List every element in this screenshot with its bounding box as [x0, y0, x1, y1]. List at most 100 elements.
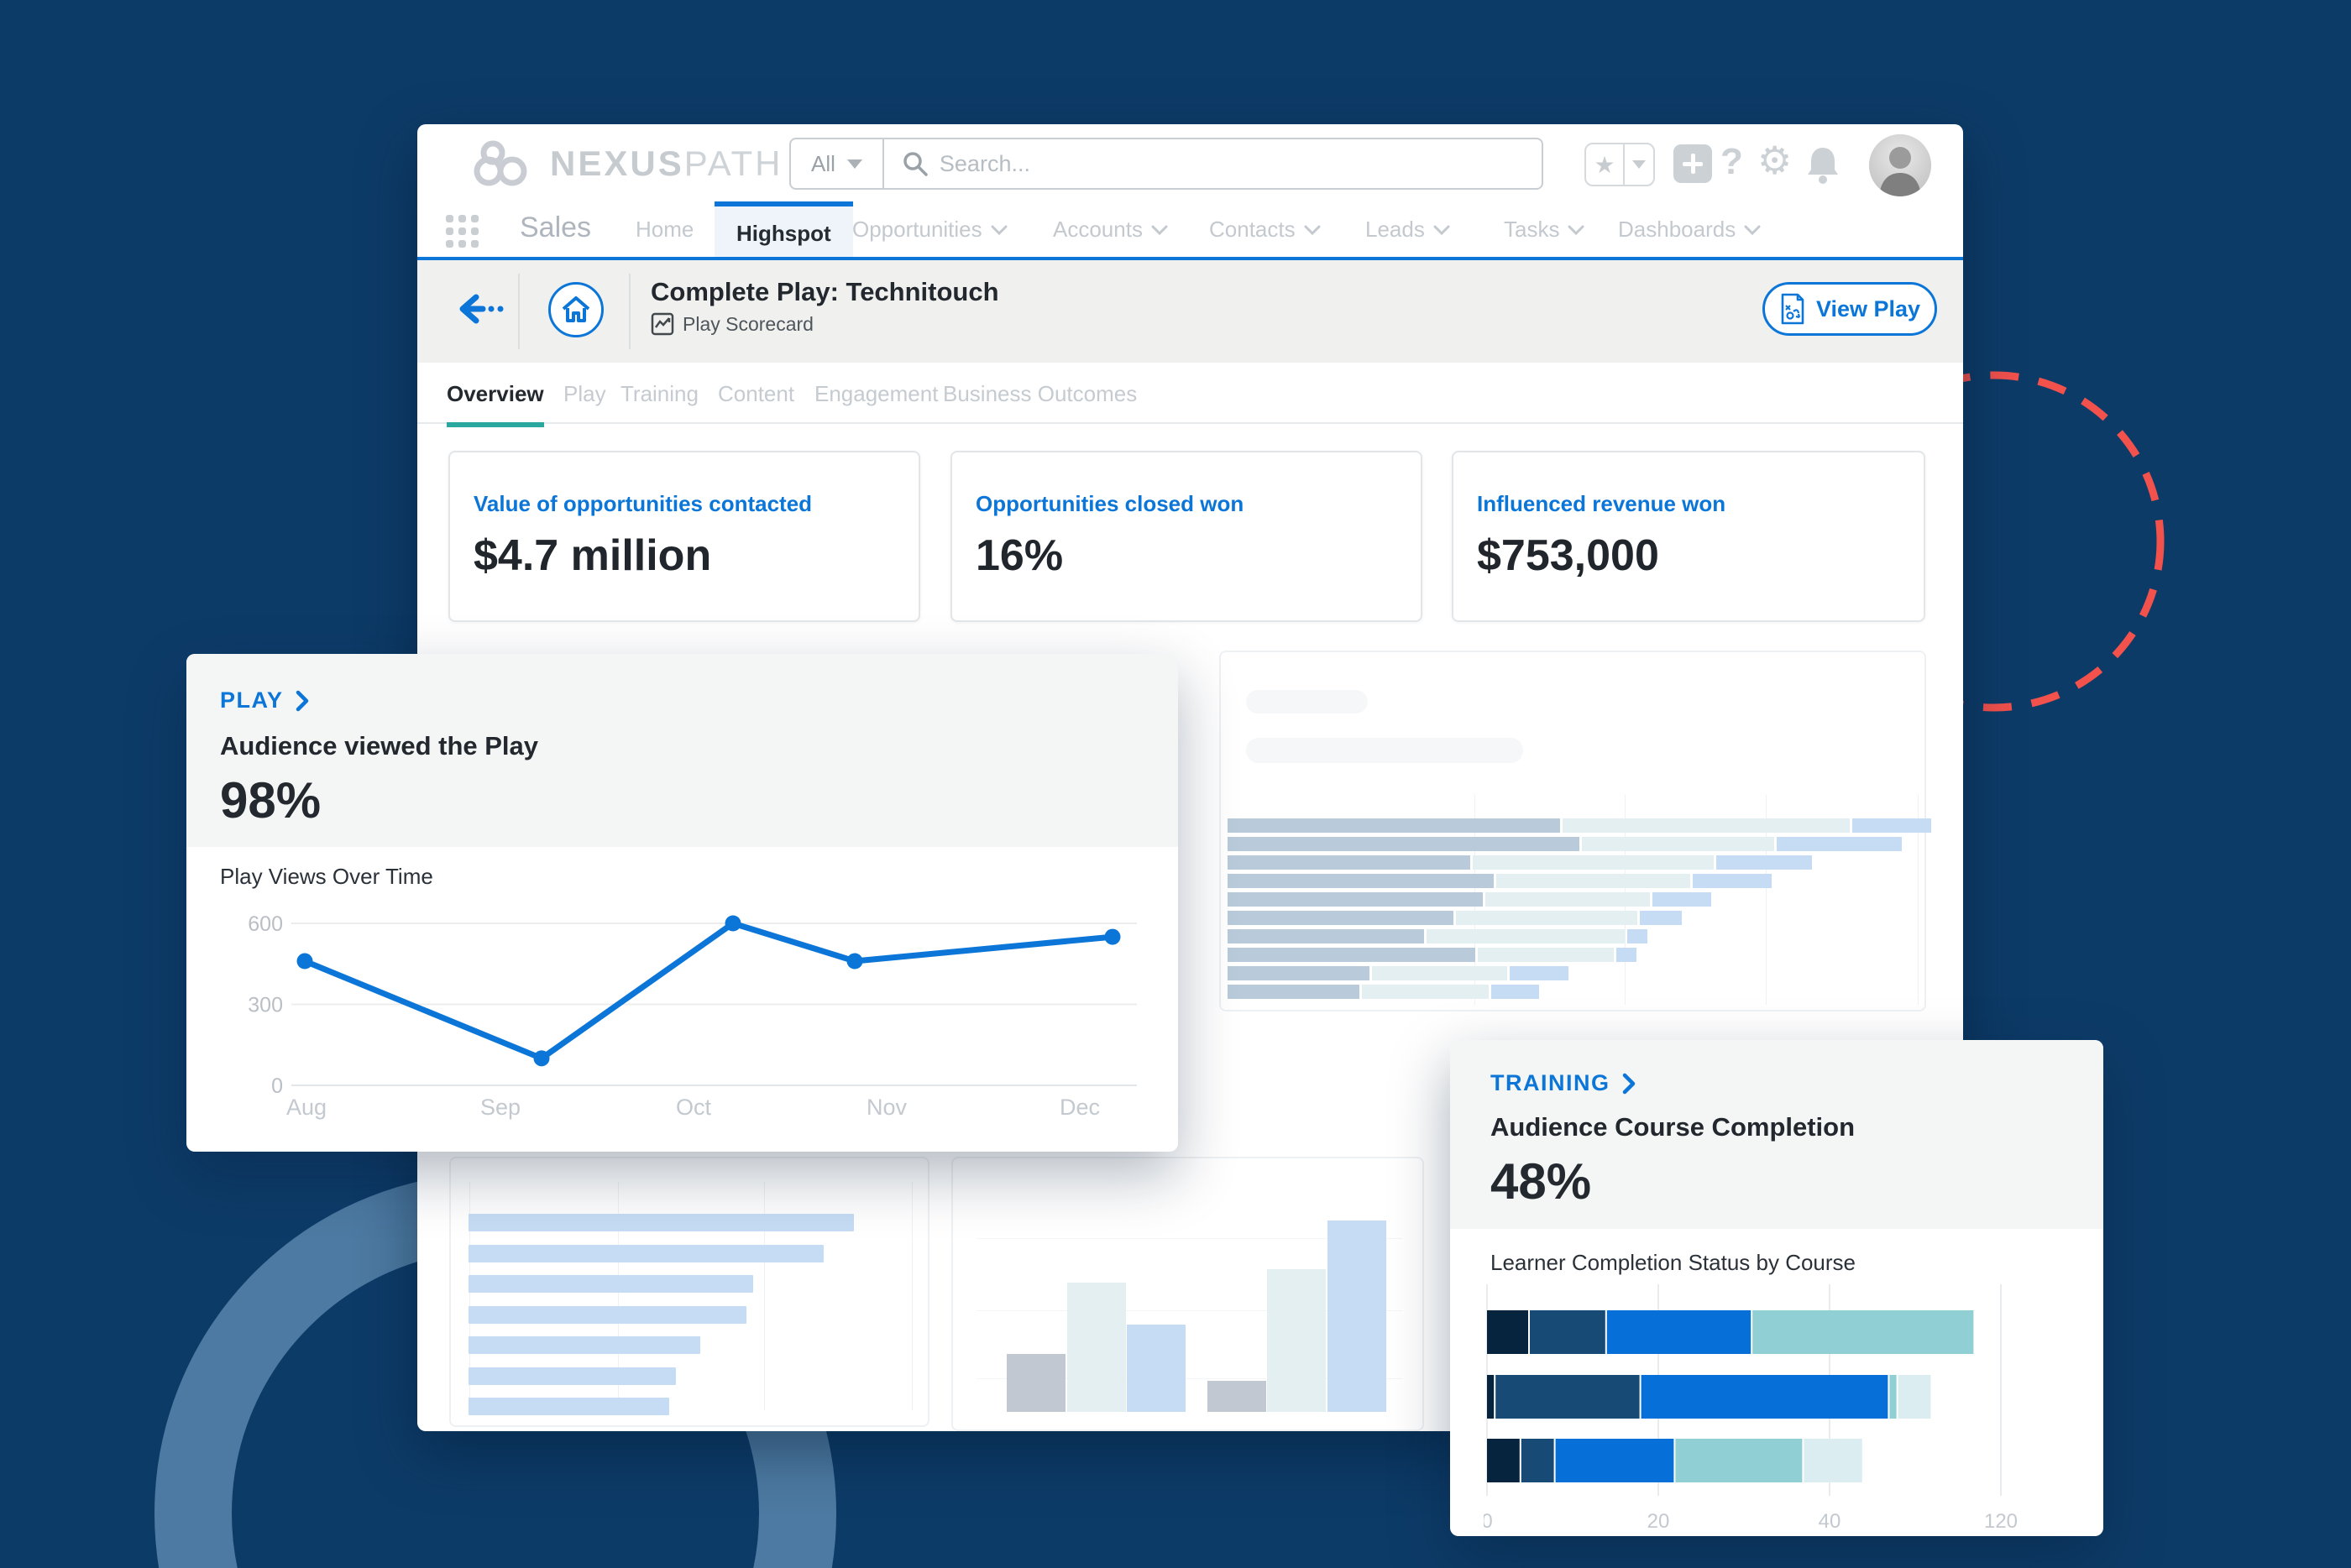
view-play-button[interactable]: View Play — [1762, 282, 1937, 336]
skeleton-bar — [1127, 1325, 1186, 1412]
topbar: NEXUSPATH All ★ ? ⚙ — [417, 124, 1963, 201]
play-summary-card: PLAY Audience viewed the Play 98% Play V… — [186, 654, 1178, 1152]
skeleton-panel-bottom-middle — [951, 1157, 1424, 1431]
skeleton-bar — [1007, 1354, 1066, 1412]
skeleton-panel-bottom-left — [449, 1157, 929, 1427]
svg-text:0: 0 — [271, 1074, 283, 1098]
favorites-dropdown-button[interactable] — [1625, 144, 1653, 185]
help-icon[interactable]: ? — [1720, 141, 1743, 182]
favorites-button-group: ★ — [1584, 143, 1655, 186]
svg-text:Nov: Nov — [867, 1095, 908, 1120]
play-category-link[interactable]: PLAY — [220, 687, 309, 713]
training-card-value: 48% — [1490, 1153, 1592, 1210]
search-icon — [903, 152, 928, 176]
play-document-icon — [1781, 293, 1804, 325]
nav-item-tasks[interactable]: Tasks — [1504, 217, 1584, 243]
training-category-link[interactable]: TRAINING — [1490, 1070, 1636, 1096]
play-card-header — [186, 654, 1178, 847]
skeleton-bar-row — [1228, 837, 1931, 851]
chevron-down-icon — [1744, 225, 1761, 235]
quick-create-button[interactable] — [1673, 144, 1712, 183]
skeleton-bar-row — [1228, 985, 1931, 999]
skeleton-bar — [469, 1367, 676, 1385]
nav-item-accounts[interactable]: Accounts — [1053, 217, 1168, 243]
nav-item-highspot[interactable]: Highspot — [715, 201, 853, 260]
svg-text:Aug: Aug — [286, 1095, 327, 1120]
tab-engagement[interactable]: Engagement — [814, 381, 939, 406]
skeleton-bar-row — [1228, 966, 1931, 980]
nav-item-dashboards[interactable]: Dashboards — [1618, 217, 1761, 243]
tab-play[interactable]: Play — [563, 381, 606, 406]
skeleton-bar-row — [1228, 929, 1931, 943]
nav-item-label: Contacts — [1209, 217, 1296, 242]
nav-item-contacts[interactable]: Contacts — [1209, 217, 1321, 243]
skeleton-bar-row — [1228, 948, 1931, 962]
chevron-down-icon — [1433, 225, 1450, 235]
tab-content[interactable]: Content — [718, 381, 795, 406]
chevron-down-icon — [846, 159, 862, 169]
svg-text:300: 300 — [248, 994, 283, 1017]
chevron-right-icon — [1622, 1073, 1635, 1094]
training-card-header — [1450, 1040, 2103, 1229]
search-scope-select[interactable]: All — [791, 139, 882, 188]
metric-card-closed-won: Opportunities closed won 16% — [950, 451, 1422, 622]
nav-item-leads[interactable]: Leads — [1365, 217, 1450, 243]
user-avatar[interactable] — [1869, 134, 1931, 196]
svg-text:40: 40 — [1819, 1510, 1841, 1533]
skeleton-bar — [1207, 1381, 1266, 1412]
metric-value: 16% — [976, 531, 1064, 580]
notifications-bell-icon[interactable] — [1804, 144, 1841, 189]
skeleton-bar-row — [1228, 874, 1931, 888]
skeleton-bar — [469, 1305, 746, 1324]
nav-item-opportunities[interactable]: Opportunities — [852, 217, 1008, 243]
placeholder-subtitle — [1246, 738, 1523, 763]
learner-completion-stacked-chart: 0 20 40 120 — [1484, 1284, 2018, 1533]
play-views-line-chart: 0 300 600 Aug Sep Oct Nov Dec — [248, 912, 1137, 1120]
skeleton-bar — [1267, 1269, 1326, 1412]
setup-gear-icon[interactable]: ⚙ — [1757, 139, 1793, 182]
favorite-star-button[interactable]: ★ — [1586, 144, 1626, 185]
metric-card-opportunities-contacted: Value of opportunities contacted $4.7 mi… — [448, 451, 920, 622]
brand-logo: NEXUSPATH — [468, 139, 783, 188]
page-subtitle: Play Scorecard — [683, 312, 814, 335]
tab-training[interactable]: Training — [620, 381, 699, 406]
tab-business-outcomes[interactable]: Business Outcomes — [943, 381, 1138, 406]
nav-item-home[interactable]: Home — [636, 217, 694, 243]
skeleton-bar — [469, 1244, 824, 1262]
nav-item-label: Home — [636, 217, 694, 242]
back-arrow-icon[interactable] — [458, 294, 505, 324]
skeleton-bar — [469, 1398, 669, 1415]
chevron-right-icon — [296, 690, 308, 711]
play-card-title: Audience viewed the Play — [220, 731, 539, 760]
divider — [882, 139, 884, 188]
app-name: Sales — [520, 212, 592, 243]
nav-item-label: Leads — [1365, 217, 1425, 242]
page-header: Complete Play: Technitouch Play Scorecar… — [417, 260, 1963, 363]
app-launcher-icon[interactable] — [446, 215, 479, 248]
scorecard-tabs: Overview Play Training Content Engagement Bus… — [417, 363, 1963, 427]
scorecard-home-button[interactable] — [548, 282, 604, 337]
skeleton-panel-right — [1219, 651, 1931, 1011]
chevron-down-icon — [1151, 225, 1168, 235]
search-input[interactable] — [939, 150, 1523, 177]
training-summary-card: TRAINING Audience Course Completion 48% … — [1450, 1040, 2103, 1536]
play-chart-title: Play Views Over Time — [220, 864, 433, 889]
nav-item-label: Tasks — [1504, 217, 1560, 242]
play-card-value: 98% — [220, 772, 322, 828]
skeleton-bar — [469, 1214, 854, 1231]
tab-overview[interactable]: Overview — [447, 381, 544, 427]
metric-label: Opportunities closed won — [976, 491, 1244, 516]
brand-name: NEXUSPATH — [550, 144, 783, 183]
skeleton-bar-row — [1228, 911, 1931, 925]
svg-text:20: 20 — [1647, 1510, 1670, 1533]
skeleton-bar-row — [1228, 818, 1931, 833]
global-search: All — [789, 138, 1543, 190]
metric-card-influenced-revenue: Influenced revenue won $753,000 — [1452, 451, 1925, 622]
skeleton-bar — [1067, 1283, 1126, 1412]
chevron-down-icon — [1304, 225, 1321, 235]
nav-item-label: Accounts — [1053, 217, 1143, 242]
metric-label: Value of opportunities contacted — [474, 491, 813, 516]
nav-item-label: Highspot — [736, 220, 831, 246]
skeleton-bar — [469, 1275, 753, 1293]
metric-value: $753,000 — [1477, 531, 1659, 580]
